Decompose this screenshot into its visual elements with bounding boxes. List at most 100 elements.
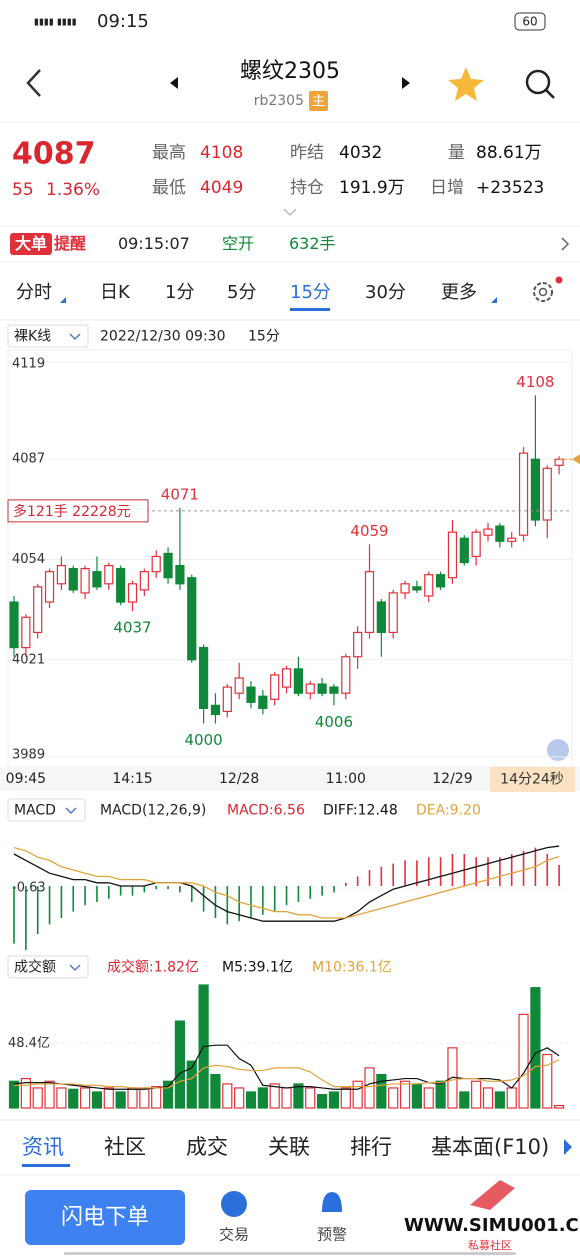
indicator-caret (65, 807, 77, 815)
macd-line (13, 846, 560, 919)
candle-body (447, 531, 458, 579)
order-label: 闪电下单 (61, 1205, 149, 1230)
candle-body (116, 568, 126, 603)
extreme-label: 4071 (161, 485, 199, 503)
tab[interactable]: 分时 (16, 282, 52, 303)
candle-body (341, 656, 351, 694)
volume-bar (471, 1080, 482, 1109)
volume-bar (68, 1088, 79, 1109)
volume-bar (91, 1091, 103, 1109)
bottom-tab[interactable]: 社区 (104, 1135, 146, 1159)
tab[interactable]: 15分 (290, 282, 331, 303)
tab[interactable]: 1分 (165, 282, 194, 303)
macd-bar (522, 850, 525, 886)
tab[interactable]: 日K (100, 282, 131, 303)
tab[interactable]: 更多 (441, 282, 477, 303)
candle-body (222, 686, 232, 713)
candle-body (424, 574, 434, 597)
mode-selector[interactable] (7, 324, 89, 348)
stat-value: 4049 (200, 178, 243, 198)
stat-value: 88.61万 (476, 143, 542, 163)
x-tick-label: 14:15 (112, 771, 152, 787)
extreme-label: 4108 (516, 373, 554, 391)
x-tick-label: 12/29 (432, 771, 472, 787)
y-tick-label: -0.63 (12, 881, 46, 896)
alert-icon[interactable] (322, 1192, 342, 1212)
alert-label: 提醒 (54, 234, 86, 253)
candle-body (127, 583, 138, 603)
candle-body (139, 571, 149, 591)
next-button[interactable] (402, 77, 410, 89)
bottom-tab[interactable]: 关联 (268, 1135, 310, 1159)
candle-body (92, 571, 102, 588)
badge (309, 91, 328, 111)
legend-entry: M10:36.1亿 (312, 960, 392, 976)
mode: 裸K线 (14, 329, 51, 345)
candle-body (305, 683, 315, 694)
candle-body (471, 531, 481, 558)
trade-icon[interactable] (221, 1191, 247, 1217)
bottom-tab[interactable]: 基本面(F10) (431, 1135, 549, 1159)
volume-bar (79, 1087, 91, 1109)
extreme-label: 4059 (350, 522, 388, 540)
macd-bar (25, 886, 27, 950)
volume-bar (388, 1087, 399, 1109)
macd-bar (427, 857, 430, 886)
volume-bar (8, 1080, 20, 1109)
macd-line (13, 845, 560, 922)
candle-body (293, 668, 303, 694)
volume-bar (269, 1083, 280, 1109)
tab[interactable]: 30分 (365, 282, 406, 303)
favorite-button[interactable] (448, 67, 484, 101)
alert-more[interactable] (561, 237, 570, 251)
price-frame (7, 349, 573, 768)
y-tick-label: 4021 (12, 652, 45, 667)
settings-hub (538, 287, 548, 297)
macd-bar (202, 886, 205, 912)
volume-bar (281, 1087, 292, 1109)
bottom-tab[interactable]: 资讯 (22, 1135, 64, 1159)
volume-bar (127, 1087, 138, 1109)
macd-bar (546, 854, 549, 886)
candle-body (436, 574, 446, 588)
volume-bar (340, 1087, 351, 1109)
prev-button[interactable] (170, 77, 178, 89)
position-box (7, 499, 149, 523)
alert-quantity: 632手 (289, 234, 336, 253)
tab-underline (290, 308, 330, 311)
last-price-marker (572, 454, 580, 465)
settings-button[interactable] (533, 282, 553, 302)
badge-text: 主 (312, 94, 325, 109)
volume-bar (293, 1083, 304, 1109)
volume-selector[interactable] (7, 955, 89, 979)
tabs-more[interactable] (564, 1139, 572, 1155)
y-tick-label: 48.4亿 (8, 1036, 50, 1051)
volume-bar (162, 1080, 174, 1109)
indicator-selector[interactable] (7, 798, 86, 822)
candle-body (554, 458, 564, 466)
candle-body (400, 583, 410, 594)
change: 55 (12, 180, 34, 200)
bottom-tab[interactable]: 成交 (186, 1135, 228, 1159)
candle-body (44, 571, 55, 603)
legend-entry: 成交额:1.82亿 (107, 959, 199, 976)
bottom-tab[interactable]: 排行 (350, 1135, 392, 1159)
tab-caret (60, 297, 66, 303)
expand-button[interactable] (283, 208, 297, 217)
tab[interactable]: 5分 (227, 282, 256, 303)
zoom-button[interactable] (547, 739, 569, 761)
volume-bar (459, 1091, 470, 1109)
x-tick-label: 11:00 (326, 771, 366, 787)
watermark-name: 私募社区 (468, 1238, 512, 1252)
candle-body (56, 564, 67, 585)
candle-body (246, 686, 256, 703)
volume-bar (186, 1060, 197, 1109)
macd-bar (273, 886, 276, 912)
volume-bar (553, 1104, 565, 1109)
candle-body (9, 601, 19, 649)
back-button[interactable] (26, 69, 41, 97)
order-button[interactable] (25, 1190, 185, 1245)
search-button[interactable] (525, 69, 551, 95)
volume-bar (506, 1087, 517, 1109)
macd-bar (333, 886, 335, 893)
